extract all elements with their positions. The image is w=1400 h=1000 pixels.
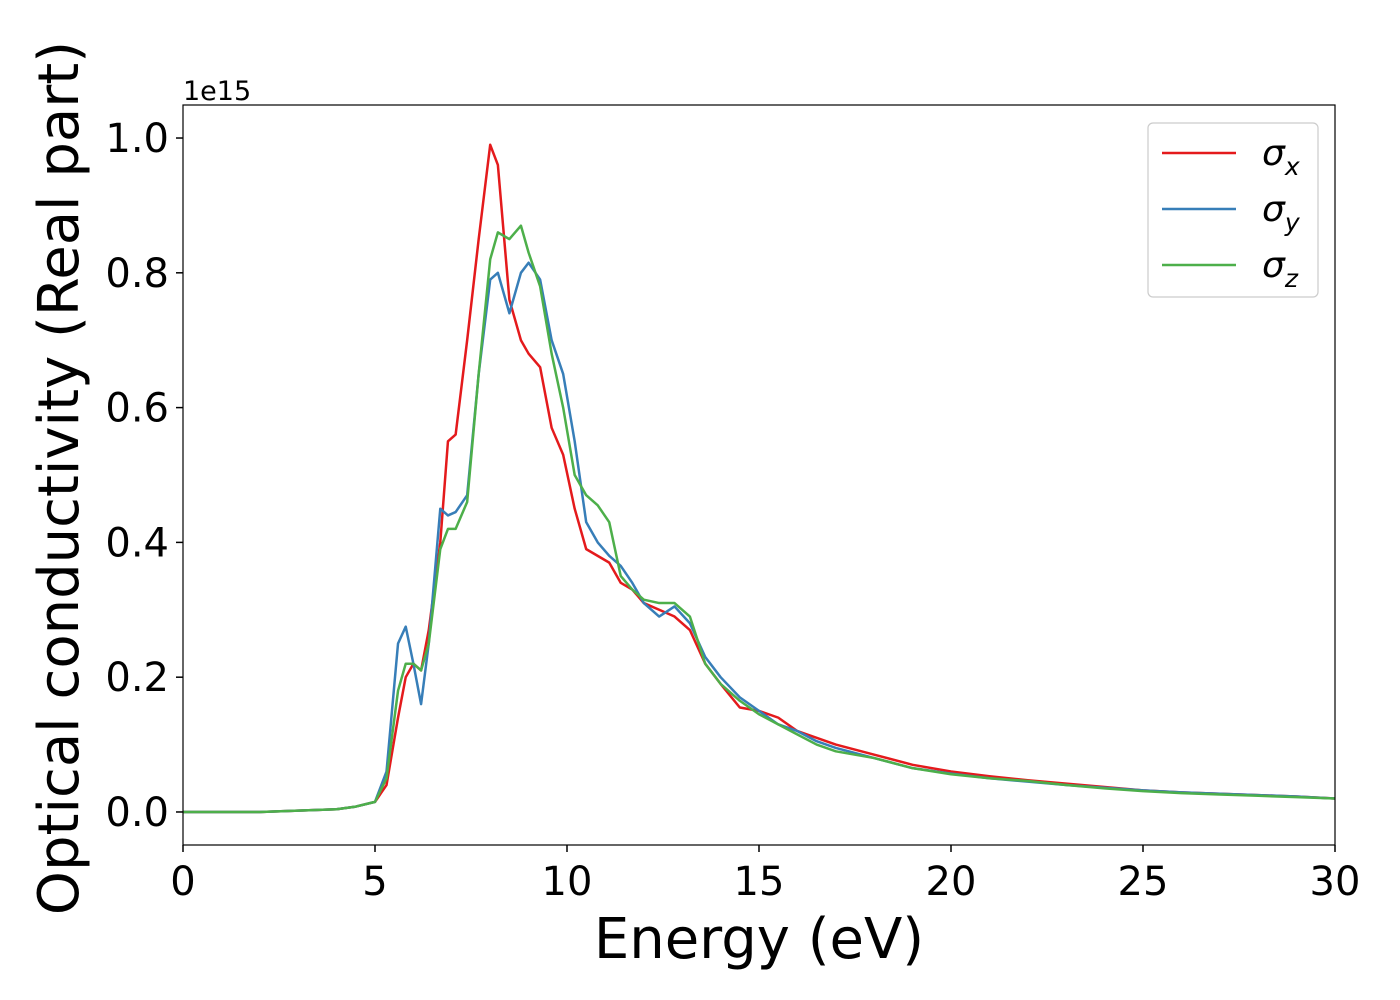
legend: σx σy σz bbox=[1147, 122, 1319, 298]
y-tick-label: 0.8 bbox=[105, 251, 169, 297]
legend-label: σy bbox=[1262, 189, 1301, 237]
y-axis-label: Optical conductivity (Real part) bbox=[27, 41, 92, 915]
plot-frame bbox=[182, 104, 1336, 846]
series-line bbox=[183, 143, 1336, 814]
x-tick-label: 15 bbox=[734, 859, 785, 905]
x-tick-label: 10 bbox=[542, 859, 593, 905]
legend-label: σz bbox=[1262, 245, 1299, 293]
series-line bbox=[183, 224, 1336, 814]
legend-label: σx bbox=[1262, 133, 1300, 181]
y-tick-label: 1.0 bbox=[105, 116, 169, 162]
x-axis-label: Energy (eV) bbox=[594, 907, 924, 972]
y-tick-label: 0.0 bbox=[105, 790, 169, 836]
x-tick-label: 30 bbox=[1310, 859, 1361, 905]
x-tick-label: 5 bbox=[362, 859, 387, 905]
x-tick-label: 0 bbox=[170, 859, 195, 905]
y-tick-label: 0.6 bbox=[105, 386, 169, 432]
y-tick-label: 0.2 bbox=[105, 655, 169, 701]
x-tick-label: 20 bbox=[926, 859, 977, 905]
y-tick-label: 0.4 bbox=[105, 520, 169, 566]
x-tick-label: 25 bbox=[1118, 859, 1169, 905]
y-offset-label: 1e15 bbox=[183, 76, 251, 107]
